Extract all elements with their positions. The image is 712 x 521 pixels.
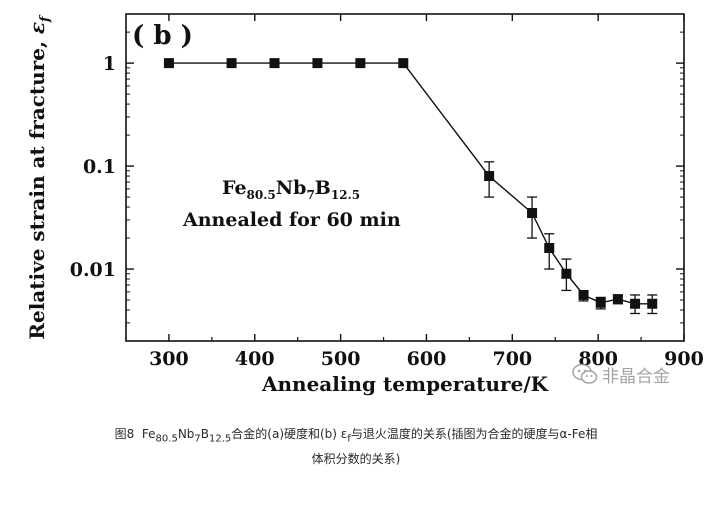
data-point <box>544 243 555 254</box>
error-bars <box>484 161 658 315</box>
plot-frame <box>125 13 685 342</box>
data-point <box>527 208 538 219</box>
caption-nb: Nb <box>177 427 195 441</box>
watermark: 非晶合金 <box>572 360 670 388</box>
caption-b: B <box>200 427 210 441</box>
data-markers <box>163 58 658 309</box>
wechat-icon <box>572 363 598 384</box>
caption-line-2: 体积分数的关系) <box>311 452 401 467</box>
x-tick-label: 500 <box>321 348 361 370</box>
data-point <box>269 58 280 69</box>
caption-sub-fe: 80.5 <box>155 433 178 445</box>
caption-text-b: 与退火温度的关系(插图为合金的硬度与α-Fe相 <box>350 427 598 441</box>
x-axis-title: Annealing temperature/K <box>261 372 549 396</box>
data-point <box>561 268 572 279</box>
x-tick-label: 900 <box>664 348 704 370</box>
caption-text-a: 合金的(a)硬度和(b) ε <box>231 427 348 441</box>
figure-caption: 图8 Fe80.5Nb7B12.5合金的(a)硬度和(b) εf与退火温度的关系… <box>18 424 694 469</box>
data-point <box>226 58 237 69</box>
x-tick-label: 300 <box>149 348 189 370</box>
y-axis-title: Relative strain at fracture, εf <box>25 14 53 340</box>
y-tick-label: 0.01 <box>70 259 116 281</box>
caption-sub-f: f <box>347 433 351 445</box>
axis-ticks: 300 400 500 600 700 800 900 1 0.1 0.01 <box>70 13 704 370</box>
y-tick-label: 0.1 <box>83 156 116 178</box>
caption-sub-b: 12.5 <box>209 433 232 445</box>
caption-fe: Fe <box>141 427 156 441</box>
data-point <box>630 298 641 309</box>
x-tick-label: 800 <box>578 348 618 370</box>
annealing-condition-label: Annealed for 60 min <box>182 209 401 231</box>
data-point <box>355 58 366 69</box>
caption-sub-nb: 7 <box>194 433 201 445</box>
data-point <box>398 58 409 69</box>
data-point <box>312 58 323 69</box>
x-tick-label: 400 <box>235 348 275 370</box>
data-point <box>484 171 495 182</box>
caption-line-1: 图8 Fe80.5Nb7B12.5合金的(a)硬度和(b) εf与退火温度的关系… <box>18 424 694 449</box>
data-point <box>163 58 174 69</box>
watermark-text: 非晶合金 <box>602 366 670 387</box>
x-tick-label: 600 <box>407 348 447 370</box>
composition-label: Fe80.5Nb7B12.5 <box>222 177 360 202</box>
data-point <box>647 298 658 309</box>
panel-label: ( b ) <box>132 21 193 51</box>
data-point <box>578 289 589 300</box>
chart-figure: 300 400 500 600 700 800 900 1 0.1 0.01 ( b ) Fe80… <box>25 13 704 396</box>
x-tick-label: 700 <box>492 348 532 370</box>
data-point <box>595 297 606 308</box>
figure-number: 图8 <box>114 427 135 441</box>
y-tick-label: 1 <box>103 53 116 75</box>
data-point <box>612 294 623 305</box>
